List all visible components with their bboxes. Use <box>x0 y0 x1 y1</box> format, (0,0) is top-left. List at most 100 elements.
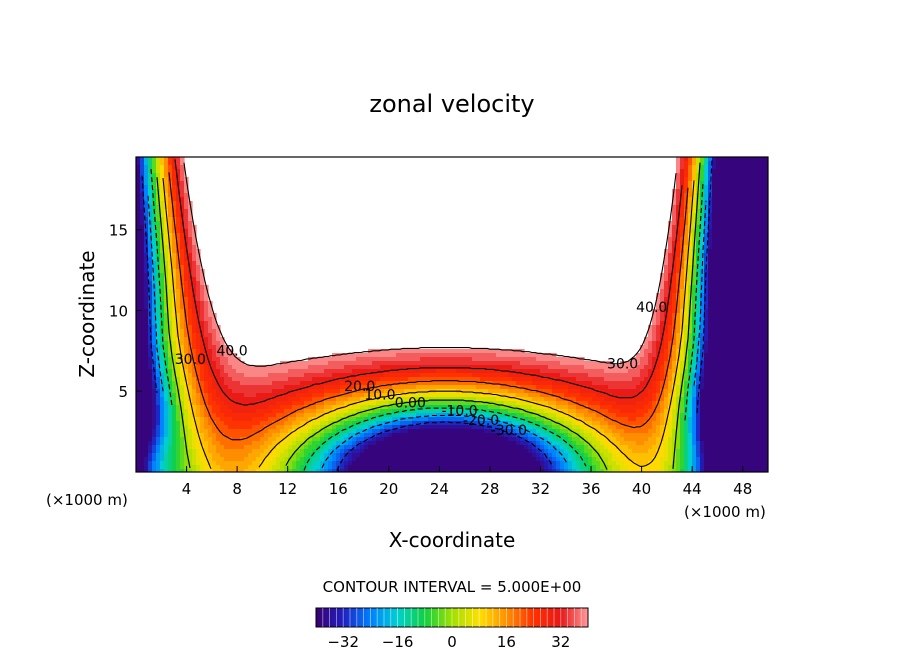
field-cell <box>684 377 689 382</box>
field-cell <box>688 253 693 258</box>
field-cell <box>760 257 765 262</box>
field-cell <box>304 413 309 418</box>
field-cell <box>180 341 185 346</box>
field-cell <box>740 413 745 418</box>
field-cell <box>148 161 153 166</box>
field-cell <box>672 277 677 282</box>
field-cell <box>352 369 357 374</box>
field-cell <box>752 245 757 250</box>
field-cell <box>504 425 509 430</box>
field-cell <box>188 233 193 238</box>
field-cell <box>712 185 717 190</box>
field-cell <box>708 381 713 386</box>
field-cell <box>756 165 761 170</box>
field-cell <box>588 369 593 374</box>
field-cell <box>648 337 653 342</box>
field-cell <box>444 361 449 366</box>
field-cell <box>752 181 757 186</box>
field-cell <box>172 405 177 410</box>
field-cell <box>656 409 661 414</box>
field-cell <box>560 389 565 394</box>
field-cell <box>488 353 493 358</box>
field-cell <box>168 261 173 266</box>
field-cell <box>160 297 165 302</box>
field-cell <box>496 385 501 390</box>
field-cell <box>648 329 653 334</box>
field-cell <box>136 209 141 214</box>
field-cell <box>632 389 637 394</box>
field-cell <box>592 377 597 382</box>
field-cell <box>136 217 141 222</box>
field-cell <box>404 349 409 354</box>
field-cell <box>272 369 277 374</box>
field-cell <box>696 277 701 282</box>
field-cell <box>248 417 253 422</box>
field-cell <box>184 301 189 306</box>
field-cell <box>376 393 381 398</box>
field-cell <box>172 165 177 170</box>
field-cell <box>744 193 749 198</box>
field-cell <box>716 421 721 426</box>
field-cell <box>704 201 709 206</box>
field-cell <box>156 229 161 234</box>
field-cell <box>688 261 693 266</box>
field-cell <box>212 409 217 414</box>
field-cell <box>740 265 745 270</box>
field-cell <box>740 389 745 394</box>
field-cell <box>204 313 209 318</box>
field-cell <box>688 197 693 202</box>
field-cell <box>756 301 761 306</box>
field-cell <box>224 381 229 386</box>
field-cell <box>732 249 737 254</box>
field-cell <box>692 409 697 414</box>
field-cell <box>368 389 373 394</box>
field-cell <box>268 413 273 418</box>
field-cell <box>156 377 161 382</box>
field-cell <box>148 213 153 218</box>
field-cell <box>740 221 745 226</box>
field-cell <box>600 373 605 378</box>
field-cell <box>716 213 721 218</box>
field-cell <box>332 357 337 362</box>
field-cell <box>632 397 637 402</box>
field-cell <box>740 345 745 350</box>
field-cell <box>176 269 181 274</box>
field-cell <box>660 329 665 334</box>
field-cell <box>468 377 473 382</box>
field-cell <box>288 409 293 414</box>
field-cell <box>728 201 733 206</box>
field-cell <box>548 365 553 370</box>
field-cell <box>432 349 437 354</box>
field-cell <box>140 205 145 210</box>
field-cell <box>492 389 497 394</box>
field-cell <box>164 273 169 278</box>
field-cell <box>624 413 629 418</box>
field-cell <box>724 205 729 210</box>
field-cell <box>168 397 173 402</box>
field-cell <box>488 377 493 382</box>
field-cell <box>568 413 573 418</box>
field-cell <box>136 285 141 290</box>
field-cell <box>736 369 741 374</box>
field-cell <box>704 353 709 358</box>
field-cell <box>728 277 733 282</box>
field-cell <box>740 285 745 290</box>
field-cell <box>392 389 397 394</box>
field-cell <box>192 353 197 358</box>
field-cell <box>204 297 209 302</box>
field-cell <box>496 425 501 430</box>
field-cell <box>416 349 421 354</box>
field-cell <box>704 245 709 250</box>
field-cell <box>476 393 481 398</box>
field-cell <box>176 305 181 310</box>
field-cell <box>752 277 757 282</box>
field-cell <box>600 389 605 394</box>
field-cell <box>600 397 605 402</box>
field-cell <box>456 357 461 362</box>
field-cell <box>168 157 173 162</box>
field-cell <box>168 269 173 274</box>
field-cell <box>668 373 673 378</box>
field-cell <box>396 389 401 394</box>
field-cell <box>708 265 713 270</box>
field-cell <box>192 421 197 426</box>
